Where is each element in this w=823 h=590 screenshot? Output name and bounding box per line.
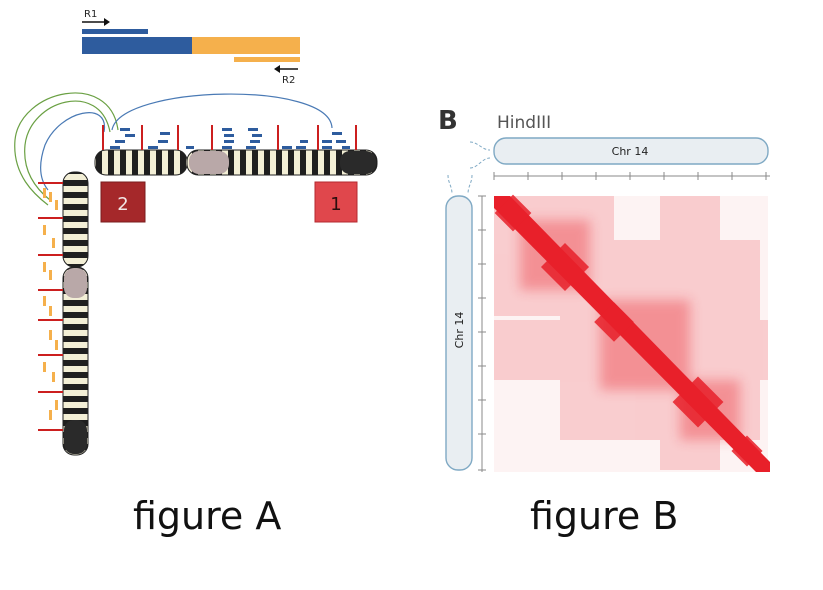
read1-short-bar (82, 29, 148, 34)
top-chromosome-ideogram: Chr 14 (469, 137, 770, 180)
read1-arrowhead-icon (104, 18, 110, 26)
enzyme-label: HindIII (497, 113, 551, 133)
region-1-label: 1 (330, 194, 341, 215)
blue-arc-long (111, 93, 333, 131)
green-arc-1 (14, 92, 119, 206)
read1-label: R1 (84, 9, 97, 20)
hic-contact-heatmap (494, 194, 770, 472)
figure-b-panel: B HindIII Chr 14 Chr 14 (438, 106, 770, 472)
read2-label: R2 (282, 75, 295, 86)
vertical-chromosome (62, 171, 89, 456)
figure-a-caption: figure A (133, 494, 282, 538)
left-chromosome-ideogram: Chr 14 (445, 174, 486, 472)
region-2-box: 2 (100, 181, 146, 223)
cut-sites-vertical (38, 182, 63, 431)
panel-letter: B (438, 106, 458, 136)
read2-fragment-bar (192, 37, 300, 54)
green-arc-2 (24, 100, 111, 201)
read2-short-bar (234, 57, 300, 62)
figure-a-diagram: R1 R2 (14, 9, 378, 456)
read1-fragment-bar (82, 37, 192, 54)
blue-arc-1 (40, 112, 105, 191)
read2-arrowhead-icon (274, 65, 280, 73)
cut-sites-horizontal (102, 125, 357, 150)
left-chromosome-label: Chr 14 (453, 312, 466, 349)
figure-b-caption: figure B (530, 494, 679, 538)
top-chromosome-label: Chr 14 (612, 145, 649, 158)
region-1-box: 1 (314, 181, 358, 223)
paired-end-read-illustration: R1 R2 (82, 9, 300, 86)
orange-read-fragments (43, 188, 58, 420)
interaction-arcs (14, 92, 333, 206)
blue-read-fragments (110, 128, 350, 149)
region-2-label: 2 (117, 194, 128, 215)
horizontal-chromosome (94, 149, 378, 176)
